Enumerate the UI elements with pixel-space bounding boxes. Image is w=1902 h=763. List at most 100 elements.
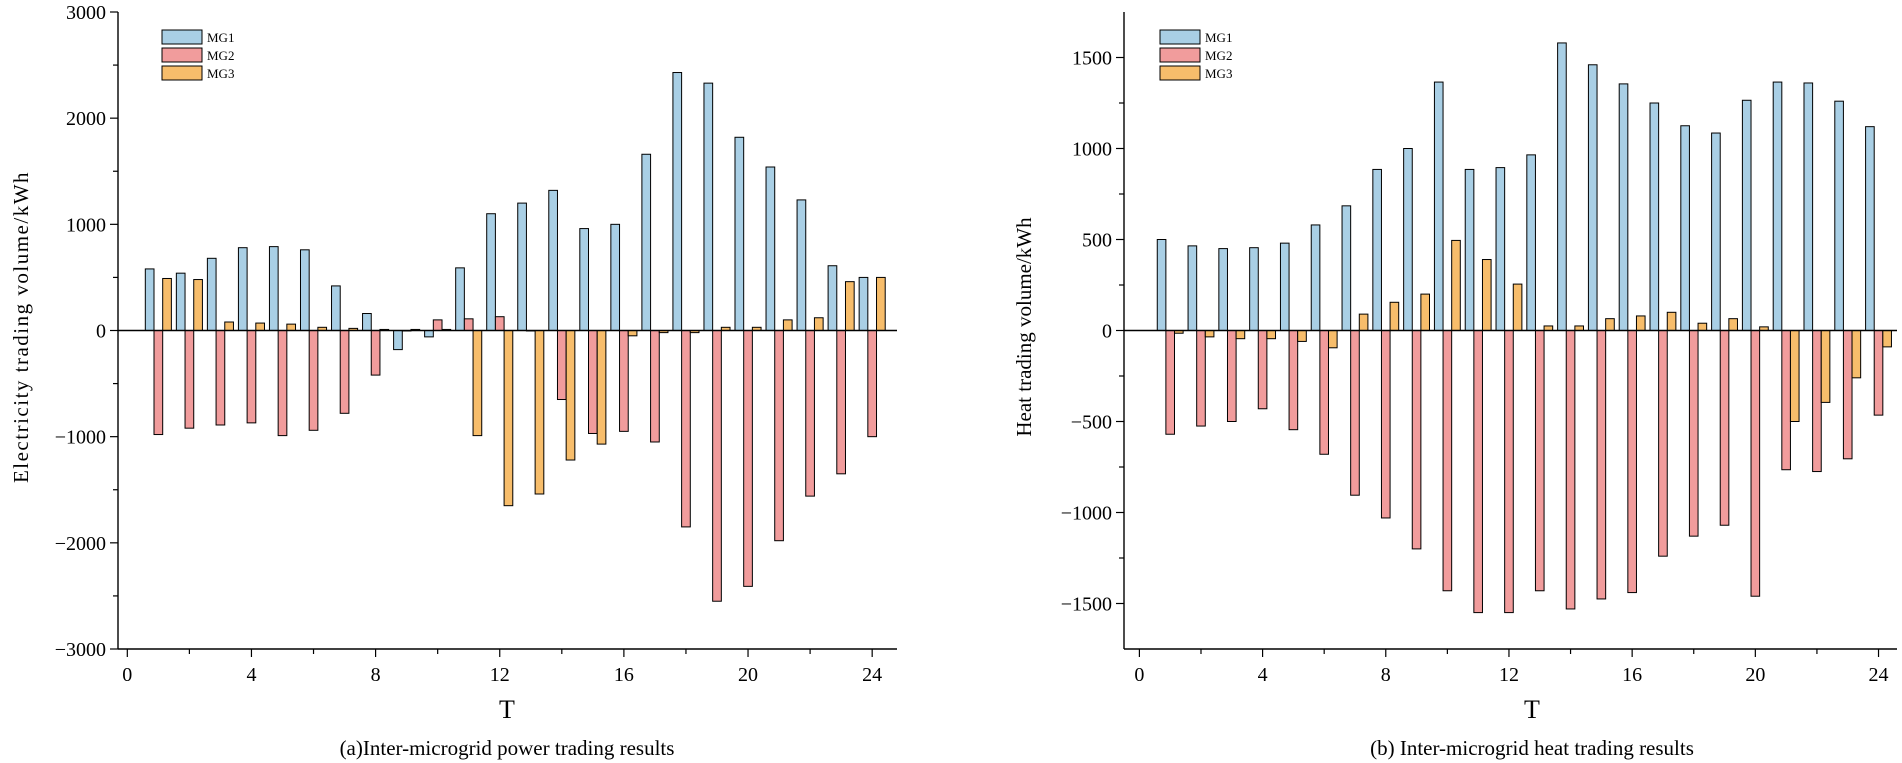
y-axis-title: Electricity trading volume/kWh xyxy=(9,171,33,483)
bar-mg1-t3 xyxy=(1218,248,1228,332)
bar-mg1-t12 xyxy=(486,213,496,331)
bar-mg2-t1 xyxy=(1165,330,1176,435)
legend-label-mg3: MG3 xyxy=(1205,66,1232,81)
bar-mg1-t15 xyxy=(579,228,589,331)
chart-heat: −1500 −1000 −500 0 500 1000 1500 0 4 8 12 16 20 24 T He… xyxy=(1012,12,1897,760)
legend-swatch-mg3 xyxy=(161,65,203,81)
legend-label-mg3: MG3 xyxy=(207,66,234,81)
bar-mg3-t7 xyxy=(1358,313,1369,331)
y-tick-label: 1000 xyxy=(66,214,106,236)
bar-mg2-t18 xyxy=(1688,330,1699,537)
bar-mg3-t23 xyxy=(1851,330,1862,379)
bar-mg1-t14 xyxy=(548,189,558,331)
bar-mg2-t15 xyxy=(588,330,598,434)
bar-mg2-t2 xyxy=(1196,330,1206,427)
bar-mg2-t21 xyxy=(1781,330,1791,471)
bar-mg1-t19 xyxy=(1711,132,1721,331)
legend: MG1 MG2 MG3 xyxy=(161,29,234,81)
y-tick-label: −1000 xyxy=(55,427,106,449)
bar-mg2-t2 xyxy=(184,330,195,429)
bar-mg3-t5 xyxy=(1297,330,1307,342)
bar-mg1-t18 xyxy=(672,72,683,332)
bar-mg1-t8 xyxy=(1372,168,1382,331)
bar-mg3-t21 xyxy=(782,319,793,332)
bar-mg1-t20 xyxy=(734,136,745,331)
bar-mg2-t16 xyxy=(1627,330,1637,594)
x-tick-label: 4 xyxy=(1258,664,1268,686)
bar-mg2-t20 xyxy=(743,330,753,587)
y-tick-label: 0 xyxy=(96,321,106,343)
bar-mg1-t16 xyxy=(610,223,621,331)
bar-mg2-t9 xyxy=(1411,330,1422,550)
bar-mg2-t23 xyxy=(836,330,846,475)
bar-mg1-t4 xyxy=(237,247,248,331)
y-tick-label: 3000 xyxy=(66,2,106,24)
bar-mg1-t18 xyxy=(1680,125,1690,331)
bar-mg2-t23 xyxy=(1842,330,1853,460)
bar-mg1-t1 xyxy=(1156,239,1167,331)
x-tick-label: 16 xyxy=(1622,664,1642,686)
bar-mg2-t11 xyxy=(1473,330,1483,614)
bar-mg1-t17 xyxy=(1649,102,1660,331)
bar-mg3-t19 xyxy=(1728,318,1738,332)
bar-mg1-t4 xyxy=(1249,247,1259,331)
bar-mg1-t23 xyxy=(1834,100,1844,332)
bar-mg2-t3 xyxy=(1226,330,1237,422)
bar-mg2-t4 xyxy=(1257,330,1268,410)
bar-mg2-t16 xyxy=(619,330,629,432)
bar-mg2-t24 xyxy=(1873,330,1884,416)
bar-mg1-t11 xyxy=(455,267,465,331)
y-tick-label: −2000 xyxy=(55,533,106,555)
bar-mg3-t2 xyxy=(193,279,203,332)
x-tick-label: 24 xyxy=(862,664,882,686)
legend-swatch-mg3 xyxy=(1159,65,1201,81)
bar-mg1-t10 xyxy=(1433,81,1444,331)
bar-mg2-t5 xyxy=(277,330,288,437)
bar-mg2-t1 xyxy=(153,330,164,436)
x-tick-label: 0 xyxy=(1134,664,1144,686)
x-tick-label: 12 xyxy=(1499,664,1519,686)
bar-mg3-t3 xyxy=(1235,330,1246,340)
bar-mg3-t22 xyxy=(1820,330,1831,403)
bar-mg3-t16 xyxy=(1635,315,1646,332)
bar-mg1-t24 xyxy=(858,276,869,332)
x-axis-title: T xyxy=(1524,695,1540,724)
bar-mg2-t19 xyxy=(712,330,722,602)
bar-mg3-t9 xyxy=(1420,293,1431,332)
bar-mg1-t3 xyxy=(206,257,217,331)
bar-mg2-t17 xyxy=(1658,330,1668,557)
bar-mg3-t8 xyxy=(1389,301,1400,332)
y-axis-title: Heat trading volume/kWh xyxy=(1012,217,1036,437)
bar-mg2-t11 xyxy=(463,318,474,332)
bar-mg3-t4 xyxy=(255,322,265,332)
bar-mg2-t4 xyxy=(246,330,257,424)
bar-mg3-t13 xyxy=(534,330,545,495)
bar-mg2-t21 xyxy=(774,330,784,542)
bar-mg2-t22 xyxy=(1812,330,1822,473)
bar-mg3-t4 xyxy=(1266,330,1277,340)
x-tick-label: 8 xyxy=(1381,664,1391,686)
y-tick-label: 0 xyxy=(1102,321,1112,343)
x-tick-label: 12 xyxy=(490,664,510,686)
x-tick-label: 24 xyxy=(1869,664,1889,686)
bar-mg3-t23 xyxy=(844,281,855,332)
bar-mg1-t10 xyxy=(424,330,434,338)
bar-mg1-t21 xyxy=(765,166,776,331)
bar-mg3-t15 xyxy=(1605,318,1615,332)
legend: MG1 MG2 MG3 xyxy=(1159,29,1232,81)
bar-mg1-t13 xyxy=(517,202,527,332)
bar-mg2-t12 xyxy=(494,316,505,332)
legend-label-mg1: MG1 xyxy=(1205,30,1232,45)
bar-mg1-t8 xyxy=(362,313,372,332)
bar-mg1-t5 xyxy=(1279,242,1290,331)
bar-mg3-t11 xyxy=(1481,259,1492,331)
bar-mg3-t10 xyxy=(1451,239,1461,331)
bar-mg3-t12 xyxy=(1512,283,1523,331)
chart-caption: (a)Inter-microgrid power trading results xyxy=(340,736,675,760)
bar-mg2-t14 xyxy=(1565,330,1576,610)
bar-mg2-t17 xyxy=(650,330,660,443)
bar-mg1-t13 xyxy=(1526,154,1536,331)
bar-mg2-t10 xyxy=(432,319,443,332)
